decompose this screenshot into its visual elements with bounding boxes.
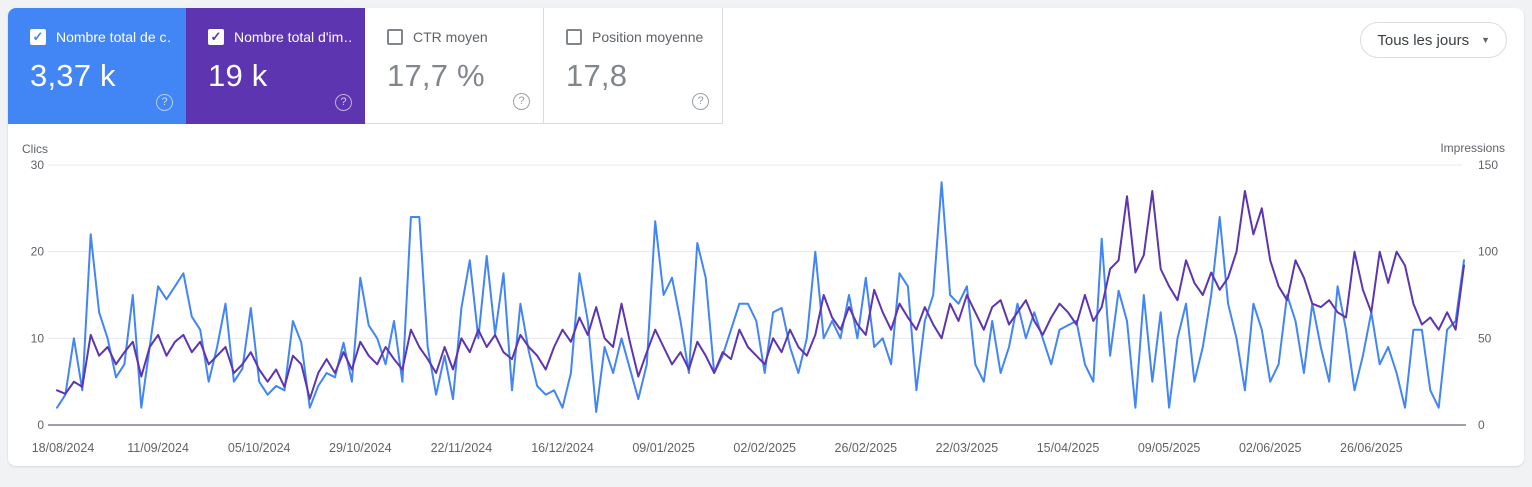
x-axis-label: 29/10/2024 [329,441,392,455]
x-axis-label: 22/11/2024 [431,441,493,455]
metric-cards-row: ✓ Nombre total de c… 3,37 k ? ✓ Nombre t… [8,8,723,124]
performance-panel: ✓ Nombre total de c… 3,37 k ? ✓ Nombre t… [8,8,1524,466]
help-icon[interactable]: ? [335,94,352,111]
left-axis-tick: 0 [37,418,44,432]
x-axis-label: 02/06/2025 [1239,441,1302,455]
date-range-label: Tous les jours [1377,31,1470,49]
help-icon[interactable]: ? [513,93,530,110]
metric-card-value: 19 k [208,58,268,93]
x-axis-label: 02/02/2025 [733,441,796,455]
x-axis-label: 15/04/2025 [1037,441,1100,455]
x-axis-label: 18/08/2024 [32,441,95,455]
x-axis-label: 09/01/2025 [632,441,695,455]
metric-card-value: 3,37 k [30,58,116,93]
chevron-down-icon: ▼ [1481,35,1490,45]
metric-card-value: 17,7 % [387,58,485,93]
left-axis-tick: 30 [31,158,45,172]
metric-card-label: Position moyenne [592,29,704,45]
x-axis-label: 22/03/2025 [936,441,999,455]
metric-card-label: CTR moyen [413,29,488,45]
checkbox-checked-icon[interactable]: ✓ [30,29,46,45]
checkbox-unchecked-icon[interactable] [566,29,582,45]
right-axis-tick: 50 [1478,331,1492,345]
help-icon[interactable]: ? [156,94,173,111]
checkbox-unchecked-icon[interactable] [387,29,403,45]
x-axis-label: 11/09/2024 [127,441,189,455]
help-icon[interactable]: ? [692,93,709,110]
metric-card-label: Nombre total d'im… [234,29,351,45]
left-axis-title: Clics [22,142,48,156]
metric-card-label: Nombre total de c… [56,29,172,45]
metric-card-avg-ctr[interactable]: CTR moyen 17,7 % ? [365,8,544,124]
left-axis-tick: 10 [31,331,45,345]
x-axis-label: 09/05/2025 [1138,441,1201,455]
left-axis-tick: 20 [31,245,45,259]
checkbox-checked-icon[interactable]: ✓ [208,29,224,45]
x-axis-label: 05/10/2024 [228,441,291,455]
metric-card-value: 17,8 [566,58,628,93]
metric-card-avg-position[interactable]: Position moyenne 17,8 ? [544,8,723,124]
right-axis-title: Impressions [1440,141,1505,155]
performance-chart: 0 0 10 50 20 100 30 150 18/08/2024 11/09/2024 05/1… [31,158,1499,455]
metric-card-total-impressions[interactable]: ✓ Nombre total d'im… 19 k ? [186,8,365,124]
x-axis-label: 26/06/2025 [1340,441,1403,455]
clics-line [56,181,1465,413]
right-axis-tick: 150 [1478,158,1498,172]
date-range-dropdown[interactable]: Tous les jours ▼ [1360,22,1507,58]
impressions-line [56,190,1465,400]
x-axis-label: 26/02/2025 [835,441,898,455]
metric-card-total-clicks[interactable]: ✓ Nombre total de c… 3,37 k ? [8,8,186,124]
x-axis-label: 16/12/2024 [531,441,594,455]
right-axis-tick: 0 [1478,418,1485,432]
right-axis-tick: 100 [1478,245,1498,259]
